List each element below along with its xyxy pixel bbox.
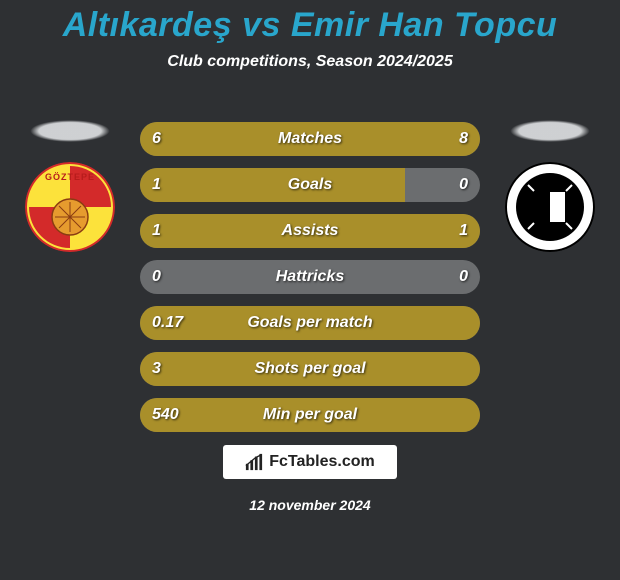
left-club-label: GÖZTEPE	[25, 172, 115, 182]
stat-row: 3Shots per goal	[140, 352, 480, 386]
stat-label: Goals	[140, 168, 480, 202]
stat-label: Assists	[140, 214, 480, 248]
right-club-logo: BJK 1903	[505, 162, 595, 252]
stat-label: Shots per goal	[140, 352, 480, 386]
besiktas-crest-icon	[505, 162, 595, 252]
stat-label: Matches	[140, 122, 480, 156]
chart-icon	[245, 453, 263, 471]
left-club-block: GÖZTEPE	[20, 120, 120, 252]
subtitle: Club competitions, Season 2024/2025	[0, 53, 620, 71]
stat-row: 540Min per goal	[140, 398, 480, 432]
right-club-block: BJK 1903	[500, 120, 600, 252]
date-label: 12 november 2024	[0, 497, 620, 513]
stat-row: 10Goals	[140, 168, 480, 202]
stat-row: 68Matches	[140, 122, 480, 156]
stat-row: 0.17Goals per match	[140, 306, 480, 340]
left-club-logo: GÖZTEPE	[25, 162, 115, 252]
right-club-year: 1903	[505, 225, 595, 234]
stat-label: Goals per match	[140, 306, 480, 340]
right-club-label: BJK	[505, 182, 595, 192]
brand-badge: FcTables.com	[223, 445, 397, 479]
stat-rows: 68Matches 10Goals 11Assists 00Hattricks 0.17…	[140, 122, 480, 444]
logo-shadow-icon	[510, 120, 590, 142]
brand-text: FcTables.com	[269, 453, 375, 471]
stat-row: 11Assists	[140, 214, 480, 248]
stat-row: 00Hattricks	[140, 260, 480, 294]
stat-label: Min per goal	[140, 398, 480, 432]
footer: FcTables.com 12 november 2024	[0, 445, 620, 513]
page-title: Altıkardeş vs Emir Han Topcu	[0, 0, 620, 45]
logo-shadow-icon	[30, 120, 110, 142]
stat-label: Hattricks	[140, 260, 480, 294]
